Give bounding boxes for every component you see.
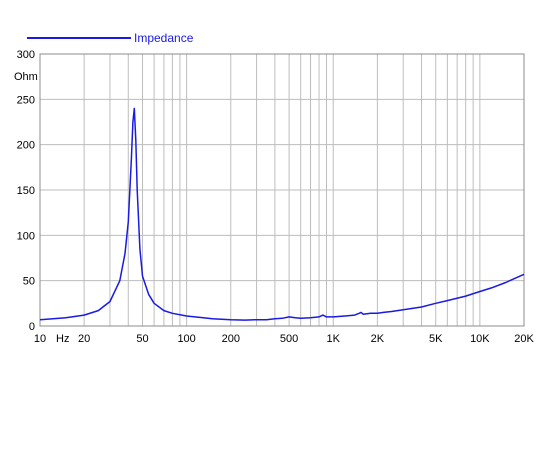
x-tick-label-50: 50 — [136, 333, 148, 345]
x-tick-label-100: 100 — [177, 333, 195, 345]
x-tick-label-2K: 2K — [371, 333, 385, 345]
x-tick-label-200: 200 — [222, 333, 240, 345]
y-tick-label-100: 100 — [17, 230, 35, 242]
x-tick-label-500: 500 — [280, 333, 298, 345]
y-tick-label-200: 200 — [17, 140, 35, 152]
y-tick-label-150: 150 — [17, 185, 35, 197]
x-tick-label-10K: 10K — [470, 333, 490, 345]
grid-lines — [39, 53, 525, 327]
x-tick-label-20: 20 — [78, 333, 90, 345]
y-tick-label-300: 300 — [17, 49, 35, 61]
y-tick-label-50: 50 — [23, 276, 35, 288]
x-tick-label-5K: 5K — [429, 333, 443, 345]
plot-frame — [39, 53, 525, 327]
y-axis-tick-labels: 0 50 100 150 200 250 300 — [17, 49, 35, 333]
series-line-impedance — [39, 107, 525, 321]
y-tick-label-250: 250 — [17, 94, 35, 106]
x-tick-label-10: 10 — [34, 333, 46, 345]
y-tick-label-0: 0 — [29, 321, 35, 333]
x-tick-label-1K: 1K — [327, 333, 341, 345]
y-axis-unit-label: Ohm — [14, 71, 38, 83]
x-tick-label-20K: 20K — [514, 333, 534, 345]
series-layer — [39, 107, 525, 321]
legend-label-impedance: Impedance — [134, 31, 194, 45]
x-axis-tick-labels: 10 20 50 100 200 500 1K 2K 5K 10K 20K — [34, 333, 535, 345]
legend: Impedance — [27, 31, 194, 45]
x-axis-unit-label: Hz — [56, 333, 69, 345]
